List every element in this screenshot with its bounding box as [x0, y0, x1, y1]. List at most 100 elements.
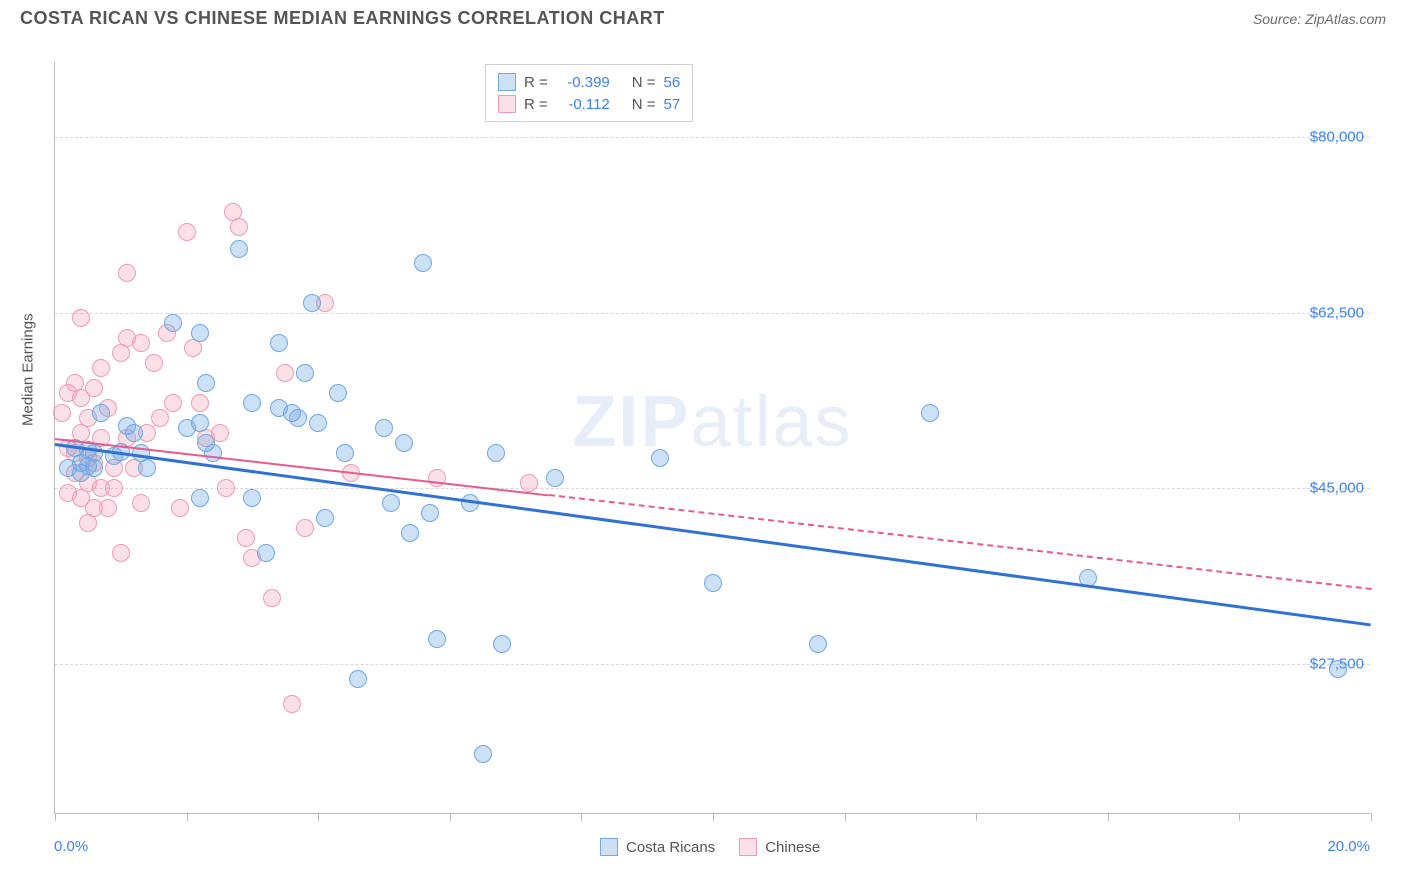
scatter-point-pink [151, 409, 169, 427]
n-label: N = [632, 74, 656, 91]
scatter-point-blue [921, 404, 939, 422]
grid-line [55, 137, 1370, 138]
scatter-point-pink [132, 494, 150, 512]
scatter-point-pink [520, 474, 538, 492]
chart-container: Median Earnings ZIPatlas $27,500$45,000$… [20, 46, 1386, 892]
y-tick-label: $45,000 [1310, 480, 1364, 497]
r-value: -0.399 [556, 74, 610, 91]
scatter-point-pink [72, 309, 90, 327]
scatter-point-pink [178, 223, 196, 241]
scatter-point-pink [85, 379, 103, 397]
x-tick [187, 813, 188, 821]
scatter-point-blue [329, 384, 347, 402]
source-attribution: Source: ZipAtlas.com [1253, 11, 1386, 27]
scatter-point-blue [401, 524, 419, 542]
scatter-point-blue [375, 419, 393, 437]
scatter-point-pink [263, 589, 281, 607]
scatter-point-blue [487, 444, 505, 462]
x-tick [976, 813, 977, 821]
x-tick [713, 813, 714, 821]
scatter-point-pink [132, 334, 150, 352]
grid-line [55, 664, 1370, 665]
scatter-point-blue [92, 404, 110, 422]
x-tick [55, 813, 56, 821]
chart-title: COSTA RICAN VS CHINESE MEDIAN EARNINGS C… [20, 8, 665, 29]
scatter-point-pink [283, 695, 301, 713]
watermark: ZIPatlas [572, 381, 852, 463]
scatter-point-blue [336, 444, 354, 462]
scatter-point-pink [230, 218, 248, 236]
scatter-point-pink [217, 479, 235, 497]
scatter-point-blue [809, 635, 827, 653]
plot-area: ZIPatlas $27,500$45,000$62,500$80,000R =… [54, 62, 1370, 814]
x-tick [318, 813, 319, 821]
r-label: R = [524, 96, 548, 113]
r-label: R = [524, 74, 548, 91]
legend-label-blue: Costa Ricans [626, 839, 715, 856]
scatter-point-blue [421, 504, 439, 522]
scatter-point-pink [92, 359, 110, 377]
scatter-point-pink [171, 499, 189, 517]
y-tick-label: $62,500 [1310, 304, 1364, 321]
scatter-point-blue [257, 544, 275, 562]
n-value: 56 [664, 74, 681, 91]
scatter-point-blue [191, 324, 209, 342]
scatter-point-blue [474, 745, 492, 763]
x-tick [845, 813, 846, 821]
scatter-point-pink [112, 544, 130, 562]
scatter-point-blue [243, 394, 261, 412]
n-value: 57 [664, 96, 681, 113]
swatch-blue [600, 838, 618, 856]
scatter-point-pink [296, 519, 314, 537]
scatter-point-blue [138, 459, 156, 477]
x-tick [450, 813, 451, 821]
scatter-point-pink [145, 354, 163, 372]
scatter-point-blue [493, 635, 511, 653]
x-tick [1108, 813, 1109, 821]
scatter-point-blue [125, 424, 143, 442]
watermark-bold: ZIP [572, 382, 690, 462]
scatter-point-blue [289, 409, 307, 427]
legend-bottom: Costa Ricans Chinese [600, 838, 820, 856]
scatter-point-pink [237, 529, 255, 547]
swatch-pink [739, 838, 757, 856]
legend-label-pink: Chinese [765, 839, 820, 856]
scatter-point-blue [243, 489, 261, 507]
trend-line [548, 494, 1371, 590]
scatter-point-blue [651, 449, 669, 467]
scatter-point-blue [316, 509, 334, 527]
scatter-point-blue [303, 294, 321, 312]
scatter-point-blue [270, 334, 288, 352]
scatter-point-pink [191, 394, 209, 412]
legend-swatch [498, 73, 516, 91]
scatter-point-blue [230, 240, 248, 258]
legend-item-blue: Costa Ricans [600, 838, 715, 856]
y-axis-title: Median Earnings [20, 313, 37, 426]
scatter-point-blue [428, 630, 446, 648]
scatter-point-blue [704, 574, 722, 592]
scatter-point-blue [382, 494, 400, 512]
legend-item-pink: Chinese [739, 838, 820, 856]
legend-top: R =-0.399N =56R =-0.112N =57 [485, 64, 693, 122]
x-tick [1371, 813, 1372, 821]
scatter-point-pink [53, 404, 71, 422]
y-tick-label: $80,000 [1310, 129, 1364, 146]
scatter-point-blue [191, 414, 209, 432]
legend-top-row: R =-0.112N =57 [498, 93, 680, 115]
scatter-point-blue [1329, 660, 1347, 678]
scatter-point-pink [105, 479, 123, 497]
legend-swatch [498, 95, 516, 113]
scatter-point-blue [164, 314, 182, 332]
scatter-point-pink [164, 394, 182, 412]
chart-header: COSTA RICAN VS CHINESE MEDIAN EARNINGS C… [0, 0, 1406, 35]
scatter-point-blue [349, 670, 367, 688]
scatter-point-blue [204, 444, 222, 462]
scatter-point-blue [85, 459, 103, 477]
watermark-rest: atlas [690, 382, 852, 462]
scatter-point-blue [414, 254, 432, 272]
x-axis-max-label: 20.0% [1327, 838, 1370, 855]
scatter-point-blue [395, 434, 413, 452]
scatter-point-blue [296, 364, 314, 382]
x-tick [581, 813, 582, 821]
r-value: -0.112 [556, 96, 610, 113]
